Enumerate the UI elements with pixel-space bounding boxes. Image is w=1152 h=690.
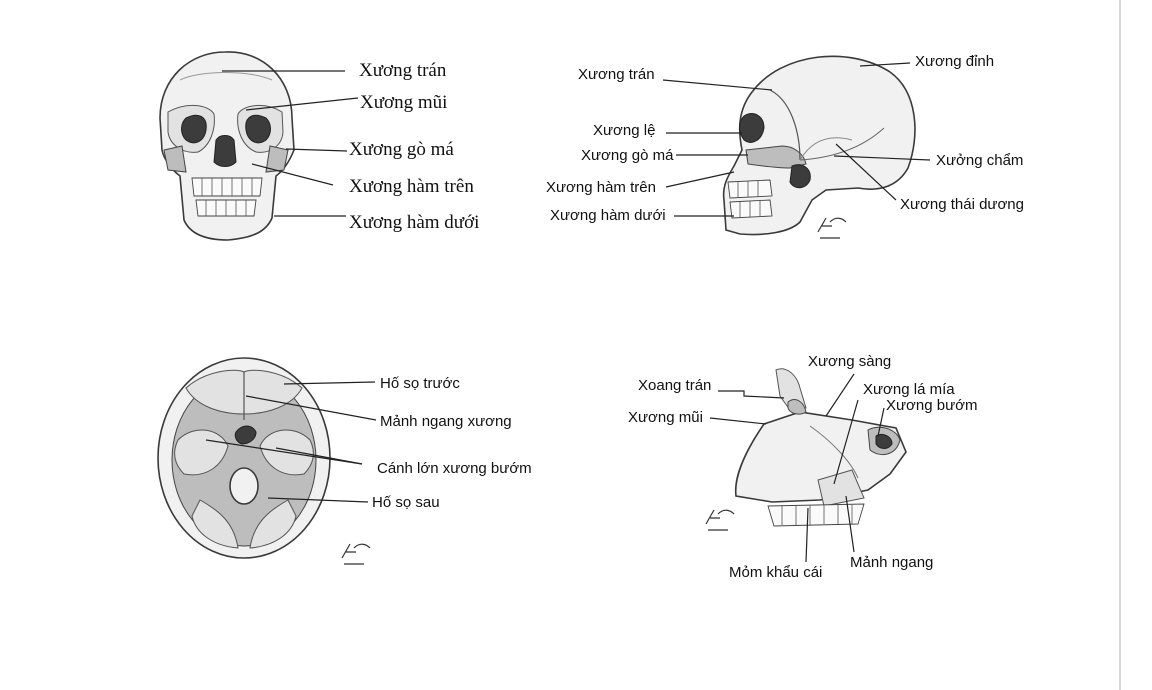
label-lateral-frontal-bone: Xương trán bbox=[578, 66, 655, 83]
label-front-mandible: Xương hàm dưới bbox=[349, 212, 480, 233]
lateral-skull-illustration bbox=[722, 55, 916, 239]
label-ethmoid-bone: Xương sàng bbox=[808, 353, 892, 370]
label-front-zygomatic-bone: Xương gò má bbox=[349, 139, 454, 160]
lateral-skull-leader-lines bbox=[662, 62, 931, 217]
label-lateral-mandible: Xương hàm dưới bbox=[550, 207, 666, 224]
label-lateral-temporal-bone: Xương thái dương bbox=[900, 196, 1024, 213]
label-cribriform-plate: Mảnh ngang xương bbox=[380, 413, 512, 430]
label-palatine-process: Mỏm khẩu cái bbox=[729, 564, 823, 581]
label-front-maxilla: Xương hàm trên bbox=[349, 176, 474, 197]
label-lateral-parietal-bone: Xương đỉnh bbox=[915, 53, 995, 70]
cranial-base-illustration bbox=[157, 357, 371, 565]
label-front-nasal-bone: Xương mũi bbox=[360, 92, 448, 113]
label-front-frontal-bone: Xương trán bbox=[359, 60, 447, 81]
front-skull-illustration bbox=[159, 51, 295, 241]
nasal-septum-illustration bbox=[705, 368, 907, 531]
label-posterior-cranial-fossa: Hố sọ sau bbox=[372, 494, 440, 511]
front-skull-leader-lines bbox=[222, 70, 359, 217]
nasal-septum-leader-lines bbox=[709, 373, 885, 563]
cranial-base-leader-lines bbox=[205, 381, 377, 503]
label-frontal-sinus: Xoang trán bbox=[638, 377, 712, 394]
page-edge-divider bbox=[1119, 0, 1121, 690]
label-vomer: Xương lá mía bbox=[863, 381, 955, 398]
label-anterior-cranial-fossa: Hố sọ trước bbox=[380, 375, 460, 392]
label-lateral-zygomatic-bone: Xương gò má bbox=[581, 147, 674, 164]
label-sphenoid-bone: Xương bướm bbox=[886, 397, 978, 414]
label-horizontal-plate: Mảnh ngang bbox=[850, 554, 934, 571]
label-lateral-maxilla: Xương hàm trên bbox=[546, 179, 656, 196]
label-septum-nasal-bone: Xương mũi bbox=[628, 409, 703, 426]
label-lateral-occipital-bone: Xưởng chẩm bbox=[936, 152, 1024, 169]
label-lateral-lacrimal-bone: Xương lệ bbox=[593, 122, 656, 139]
label-greater-wing-sphenoid: Cánh lớn xương bướm bbox=[377, 460, 532, 477]
